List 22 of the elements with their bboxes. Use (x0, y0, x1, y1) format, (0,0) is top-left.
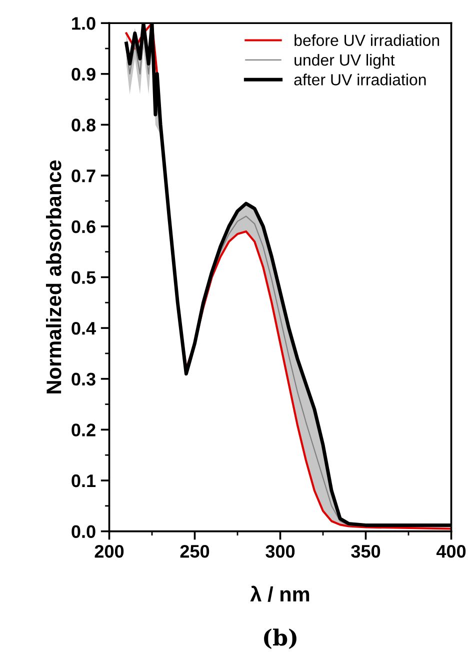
x-tick-label: 300 (266, 544, 295, 558)
x-tick-label: 400 (436, 544, 466, 558)
y-tick-label: 0.3 (72, 372, 96, 386)
legend-label: before UV irradiation (294, 34, 440, 46)
y-tick-label: 0.6 (72, 220, 96, 234)
y-tick-label: 0.7 (72, 169, 96, 182)
legend-label: after UV irradiation (294, 74, 426, 86)
x-tick-label: 250 (180, 544, 210, 558)
y-tick-label: 1.0 (72, 17, 96, 30)
y-tick-label: 0.0 (72, 525, 96, 538)
y-axis-title: Normalized absorbance (46, 160, 62, 394)
x-tick-label: 350 (351, 544, 380, 558)
x-tick-label: 200 (94, 544, 124, 558)
y-tick-label: 0.5 (72, 271, 96, 284)
y-tick-label: 0.9 (72, 68, 96, 81)
legend-label: under UV light (294, 54, 395, 69)
y-tick-label: 0.1 (72, 474, 96, 488)
x-axis-title: λ / nm (250, 586, 310, 602)
text: (b) (264, 628, 296, 649)
y-tick-label: 0.8 (72, 118, 96, 132)
y-tick-label: 0.4 (72, 322, 96, 335)
y-tick-label: 0.2 (72, 424, 96, 436)
